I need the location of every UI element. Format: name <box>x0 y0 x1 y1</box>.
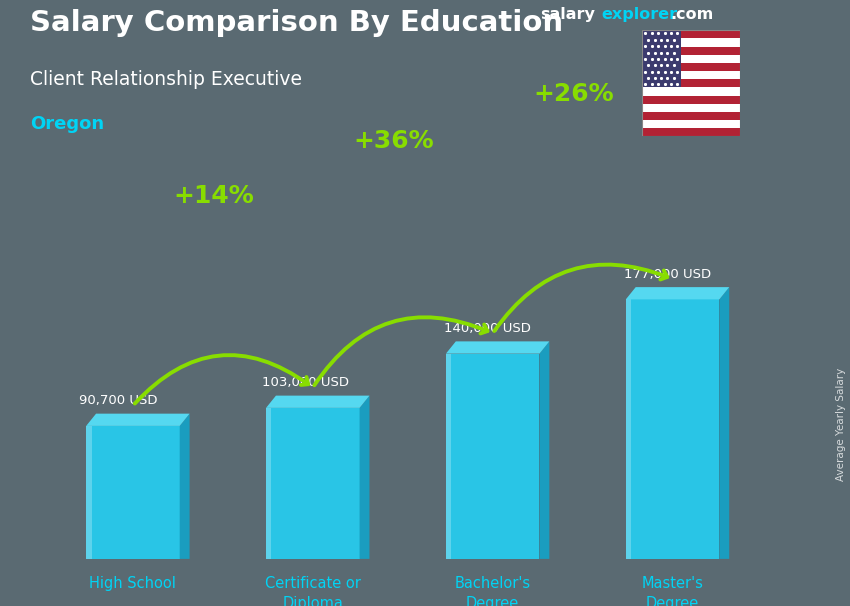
Polygon shape <box>266 408 271 559</box>
Text: 90,700 USD: 90,700 USD <box>79 394 157 407</box>
Text: 140,000 USD: 140,000 USD <box>445 322 531 335</box>
Polygon shape <box>446 354 451 559</box>
Polygon shape <box>86 426 179 559</box>
Text: Oregon: Oregon <box>30 115 104 133</box>
Text: +14%: +14% <box>173 184 254 208</box>
Bar <box>642 96 740 104</box>
Bar <box>642 120 740 128</box>
Polygon shape <box>719 287 729 559</box>
Text: Certificate or
Diploma: Certificate or Diploma <box>265 576 360 606</box>
Text: Salary Comparison By Education: Salary Comparison By Education <box>30 9 563 37</box>
Bar <box>642 30 740 38</box>
Text: Client Relationship Executive: Client Relationship Executive <box>30 70 302 88</box>
Polygon shape <box>626 299 719 559</box>
Text: salary: salary <box>540 7 595 22</box>
Text: 103,000 USD: 103,000 USD <box>263 376 349 389</box>
Bar <box>642 55 740 63</box>
Text: explorer: explorer <box>601 7 677 22</box>
Bar <box>642 38 740 47</box>
Text: 177,000 USD: 177,000 USD <box>624 268 711 281</box>
Polygon shape <box>626 299 632 559</box>
Polygon shape <box>266 408 360 559</box>
Text: Master's
Degree: Master's Degree <box>642 576 704 606</box>
Polygon shape <box>179 414 190 559</box>
Polygon shape <box>360 396 370 559</box>
Polygon shape <box>540 341 549 559</box>
Bar <box>642 87 740 96</box>
Text: Bachelor's
Degree: Bachelor's Degree <box>455 576 530 606</box>
Bar <box>642 128 740 136</box>
Polygon shape <box>86 426 92 559</box>
Bar <box>642 71 740 79</box>
Bar <box>642 63 740 71</box>
Text: +36%: +36% <box>354 130 434 153</box>
Text: Average Yearly Salary: Average Yearly Salary <box>836 368 846 481</box>
Text: High School: High School <box>89 576 176 591</box>
Text: +26%: +26% <box>533 82 614 105</box>
Bar <box>642 79 740 87</box>
Polygon shape <box>266 396 370 408</box>
Bar <box>642 30 681 87</box>
Polygon shape <box>626 287 729 299</box>
Polygon shape <box>86 414 190 426</box>
Bar <box>642 112 740 120</box>
Text: .com: .com <box>671 7 714 22</box>
Polygon shape <box>446 354 540 559</box>
Polygon shape <box>446 341 549 354</box>
Bar <box>642 104 740 112</box>
Bar <box>642 47 740 55</box>
